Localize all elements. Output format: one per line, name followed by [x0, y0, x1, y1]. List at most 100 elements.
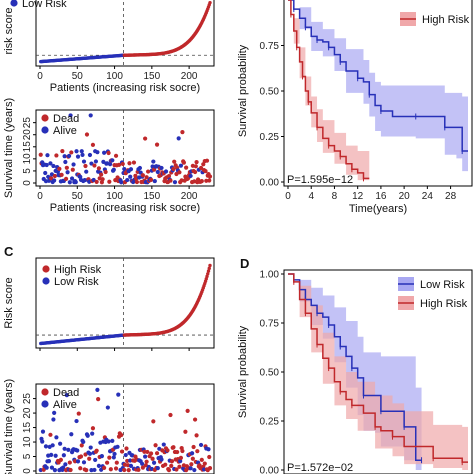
dead-point	[175, 449, 180, 455]
legend-dot	[41, 388, 49, 396]
dead-point	[78, 466, 83, 471]
high-risk-confidence-band	[288, 274, 468, 470]
x-tick-label: 50	[72, 71, 84, 82]
alive-point	[198, 442, 204, 448]
alive-point	[90, 431, 95, 436]
high-risk-point	[207, 266, 211, 271]
alive-point	[74, 149, 79, 154]
dead-point	[207, 174, 213, 179]
dead-point	[126, 468, 131, 473]
x-tick-label: 28	[445, 191, 457, 202]
legend-label: Dead	[53, 113, 79, 125]
dead-point	[180, 448, 185, 454]
x-tick-label: 24	[422, 191, 434, 202]
alive-point	[89, 161, 94, 166]
alive-point	[96, 463, 102, 469]
alive-point	[110, 438, 115, 443]
dead-point	[122, 467, 127, 473]
dead-point	[207, 465, 213, 471]
dead-point	[207, 454, 212, 460]
dead-point	[57, 166, 62, 172]
x-tick-label: 150	[143, 71, 160, 82]
alive-point	[80, 152, 85, 157]
legend-label: Alive	[53, 399, 77, 411]
dead-point	[90, 426, 96, 431]
legend-dot	[10, 0, 18, 7]
dead-point	[84, 132, 90, 137]
alive-point	[75, 154, 81, 159]
dead-point	[68, 467, 73, 473]
alive-point	[62, 446, 67, 451]
dead-point	[107, 179, 112, 184]
dead-point	[87, 456, 92, 461]
alive-point	[44, 465, 49, 470]
alive-point	[74, 418, 79, 424]
alive-point	[93, 457, 98, 463]
dead-point	[96, 166, 102, 171]
legend-label: Dead	[53, 387, 79, 399]
dead-point	[113, 153, 119, 158]
dead-point	[204, 158, 210, 163]
alive-point	[95, 150, 100, 155]
alive-point	[88, 445, 93, 450]
alive-point	[51, 417, 56, 422]
alive-point	[63, 159, 68, 165]
low-risk-confidence-band	[288, 0, 468, 172]
dead-point	[192, 169, 198, 175]
dead-point	[169, 463, 174, 468]
dead-point	[193, 164, 198, 169]
alive-point	[84, 169, 89, 174]
legend-label: Alive	[53, 125, 77, 137]
alive-point	[143, 454, 148, 459]
y-axis-title: Survival time (years)	[3, 98, 15, 198]
alive-point	[206, 447, 211, 452]
dead-point	[195, 449, 200, 454]
alive-point	[99, 467, 104, 472]
alive-point	[73, 180, 78, 185]
dead-point	[148, 177, 154, 182]
alive-point	[58, 441, 63, 446]
alive-point	[110, 158, 115, 163]
alive-point	[40, 439, 45, 444]
dead-point	[163, 462, 168, 467]
dead-point	[63, 176, 69, 181]
y-tick-label: 0.50	[260, 87, 280, 98]
alive-point	[64, 393, 69, 398]
alive-point	[161, 442, 166, 447]
alive-point	[128, 458, 133, 463]
alive-point	[81, 159, 87, 164]
dead-point	[165, 448, 170, 453]
alive-point	[152, 178, 157, 184]
legend-label: High Risk	[54, 264, 102, 276]
dead-point	[144, 175, 149, 180]
dead-point	[166, 468, 172, 473]
x-tick-label: 16	[375, 191, 387, 202]
legend-dot	[42, 265, 50, 273]
dead-point	[146, 169, 151, 174]
alive-point	[68, 113, 73, 118]
dead-point	[185, 408, 190, 414]
y-tick-label: 10	[22, 153, 33, 165]
y-tick-label: 15	[22, 422, 33, 434]
alive-point	[71, 162, 76, 167]
dead-point	[174, 467, 179, 472]
panel-letter-d: D	[240, 256, 249, 271]
dead-point	[150, 456, 155, 461]
x-tick-label: 0	[37, 191, 43, 202]
alive-point	[105, 405, 110, 410]
alive-point	[49, 465, 55, 470]
high-risk-point	[208, 263, 212, 268]
x-axis-title: Patients (increasing risk socre)	[50, 202, 200, 214]
alive-point	[52, 468, 58, 473]
dead-point	[106, 150, 111, 156]
y-tick-label: 20	[22, 407, 33, 419]
risk-plot-frame-3	[35, 257, 215, 349]
dead-point	[199, 457, 204, 462]
dead-point	[189, 462, 194, 467]
x-tick-label: 50	[72, 191, 84, 202]
dead-point	[92, 163, 97, 168]
y-tick-label: 0.25	[260, 417, 280, 428]
dead-point	[94, 448, 99, 453]
x-tick-label: 200	[181, 191, 198, 202]
